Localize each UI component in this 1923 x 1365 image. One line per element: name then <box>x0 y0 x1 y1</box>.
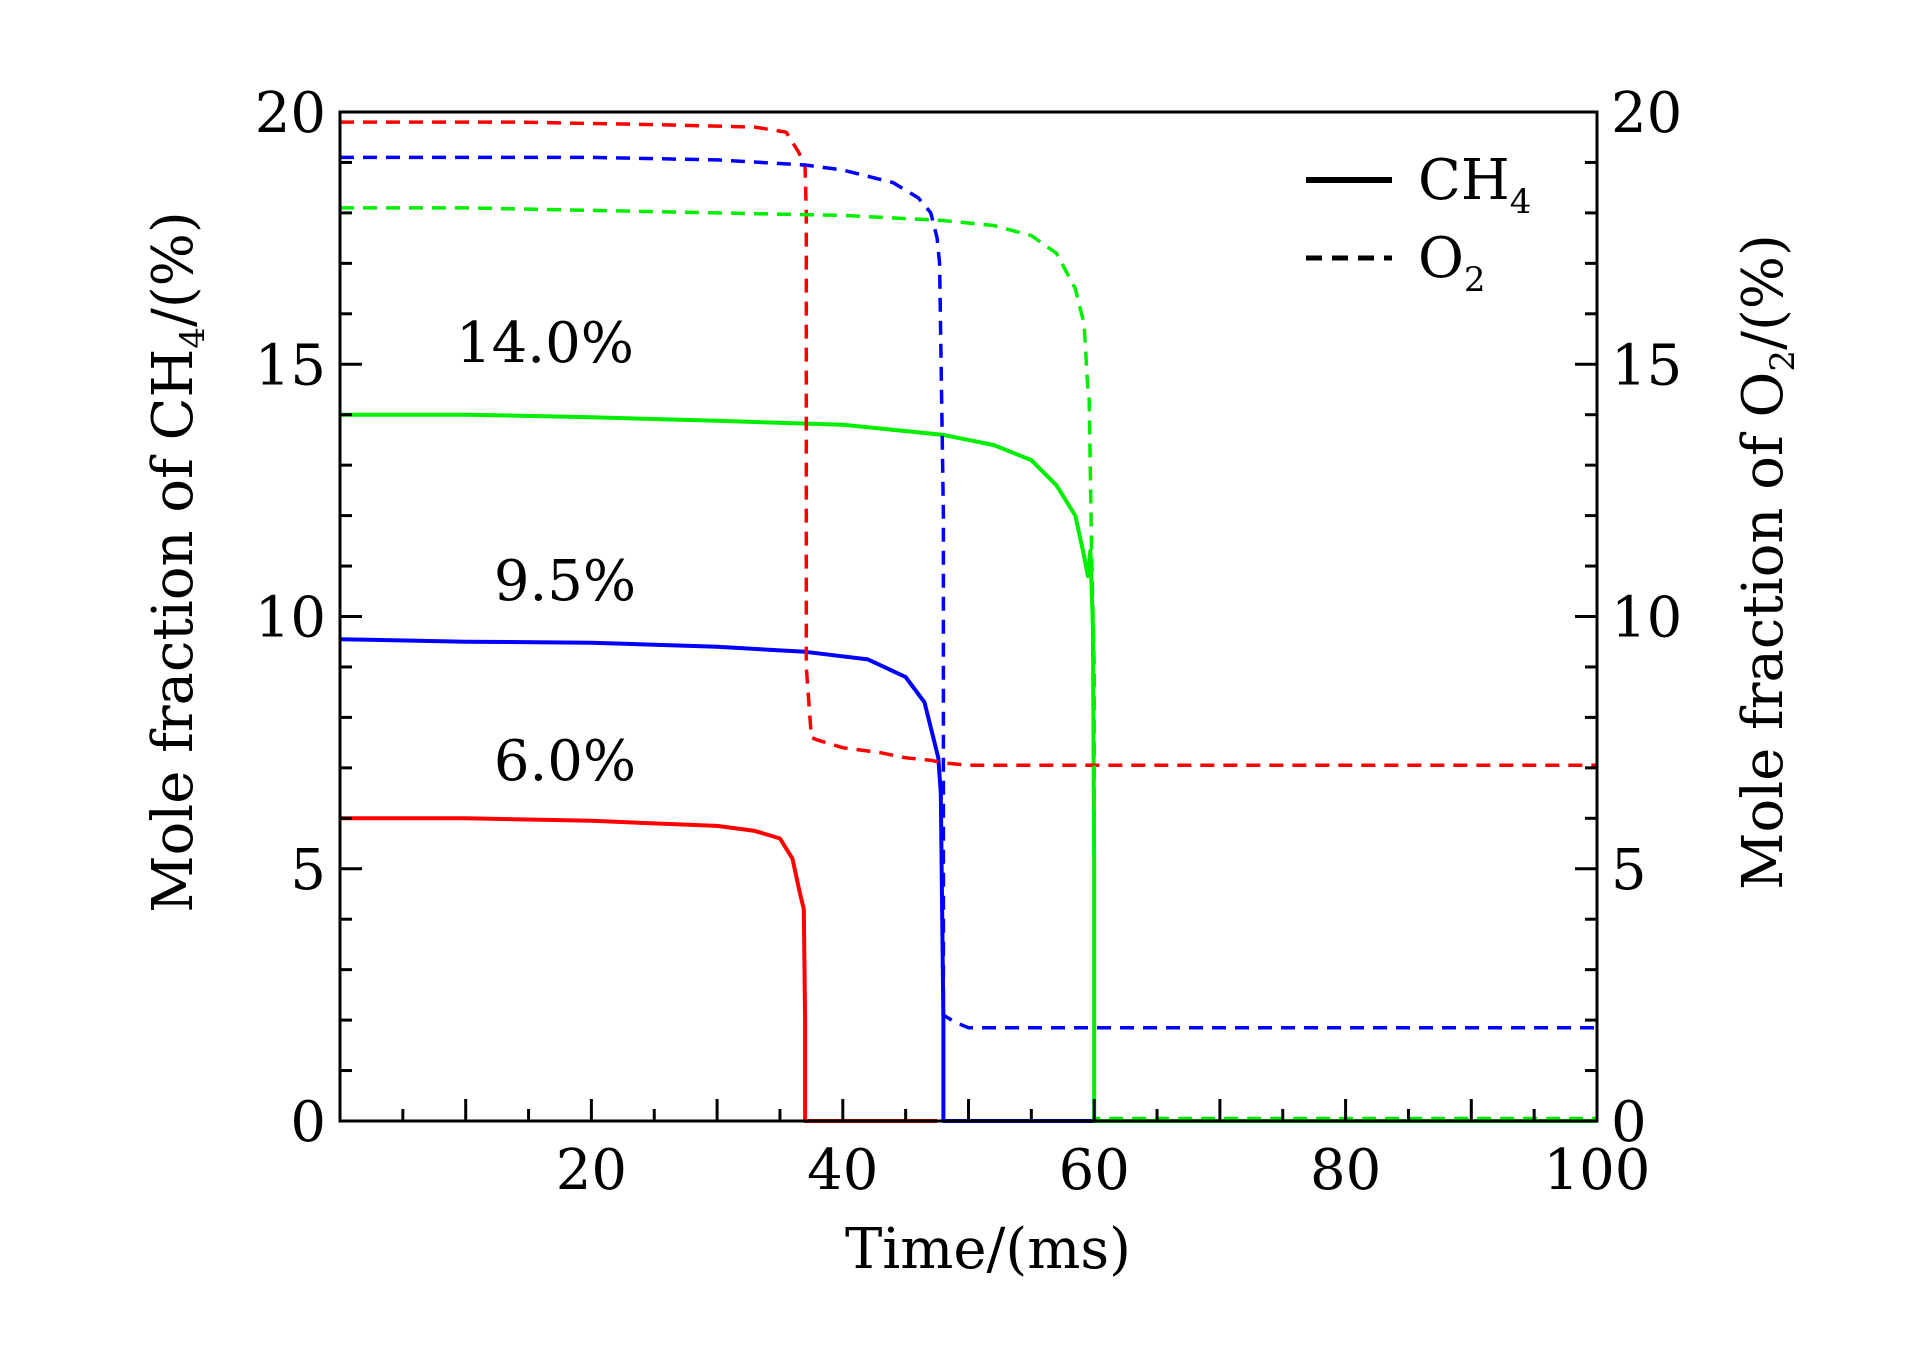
y2-tick-label: 20 <box>1611 81 1682 146</box>
annotation-6pct: 6.0% <box>494 729 636 794</box>
y2-axis-title: Mole fraction of O2/(%) <box>1731 234 1803 890</box>
y-tick-label: 0 <box>290 1090 326 1155</box>
plot-frame <box>338 110 1599 1123</box>
series-line-ch4-6-0- <box>340 816 938 1123</box>
legend: CH4 O2 <box>1306 148 1531 300</box>
x-tick-label: 60 <box>1059 1138 1130 1203</box>
ticks-layer <box>340 160 1597 1121</box>
legend-label-ch4: CH4 <box>1418 148 1531 222</box>
legend-label-o2: O2 <box>1418 226 1486 300</box>
y2-tick-label: 5 <box>1611 838 1647 903</box>
x-axis-title: Time/(ms) <box>845 1217 1131 1282</box>
y-tick-label: 15 <box>255 333 326 398</box>
y-tick-label: 10 <box>255 586 326 651</box>
series-layer <box>339 120 1597 1123</box>
y-tick-label: 5 <box>290 838 326 903</box>
y2-tick-label: 10 <box>1611 586 1682 651</box>
series-line-ch4-9-5- <box>339 637 1095 1123</box>
x-tick-label: 40 <box>807 1138 878 1203</box>
x-tick-label: 100 <box>1544 1138 1651 1203</box>
y-tick-label: 20 <box>255 81 326 146</box>
x-tick-label: 20 <box>556 1138 627 1203</box>
y2-tick-label: 0 <box>1611 1090 1647 1155</box>
annotation-9-5pct: 9.5% <box>494 549 636 614</box>
annotation-14pct: 14.0% <box>456 311 634 376</box>
y-axis-title: Mole fraction of CH4/(%) <box>141 211 213 913</box>
x-tick-label: 80 <box>1310 1138 1381 1203</box>
series-line-o2-9-5- <box>340 155 1597 1030</box>
series-line-o2-14-0- <box>340 206 1597 1121</box>
y2-tick-label: 15 <box>1611 333 1682 398</box>
series-line-o2-6-0- <box>340 120 1597 768</box>
